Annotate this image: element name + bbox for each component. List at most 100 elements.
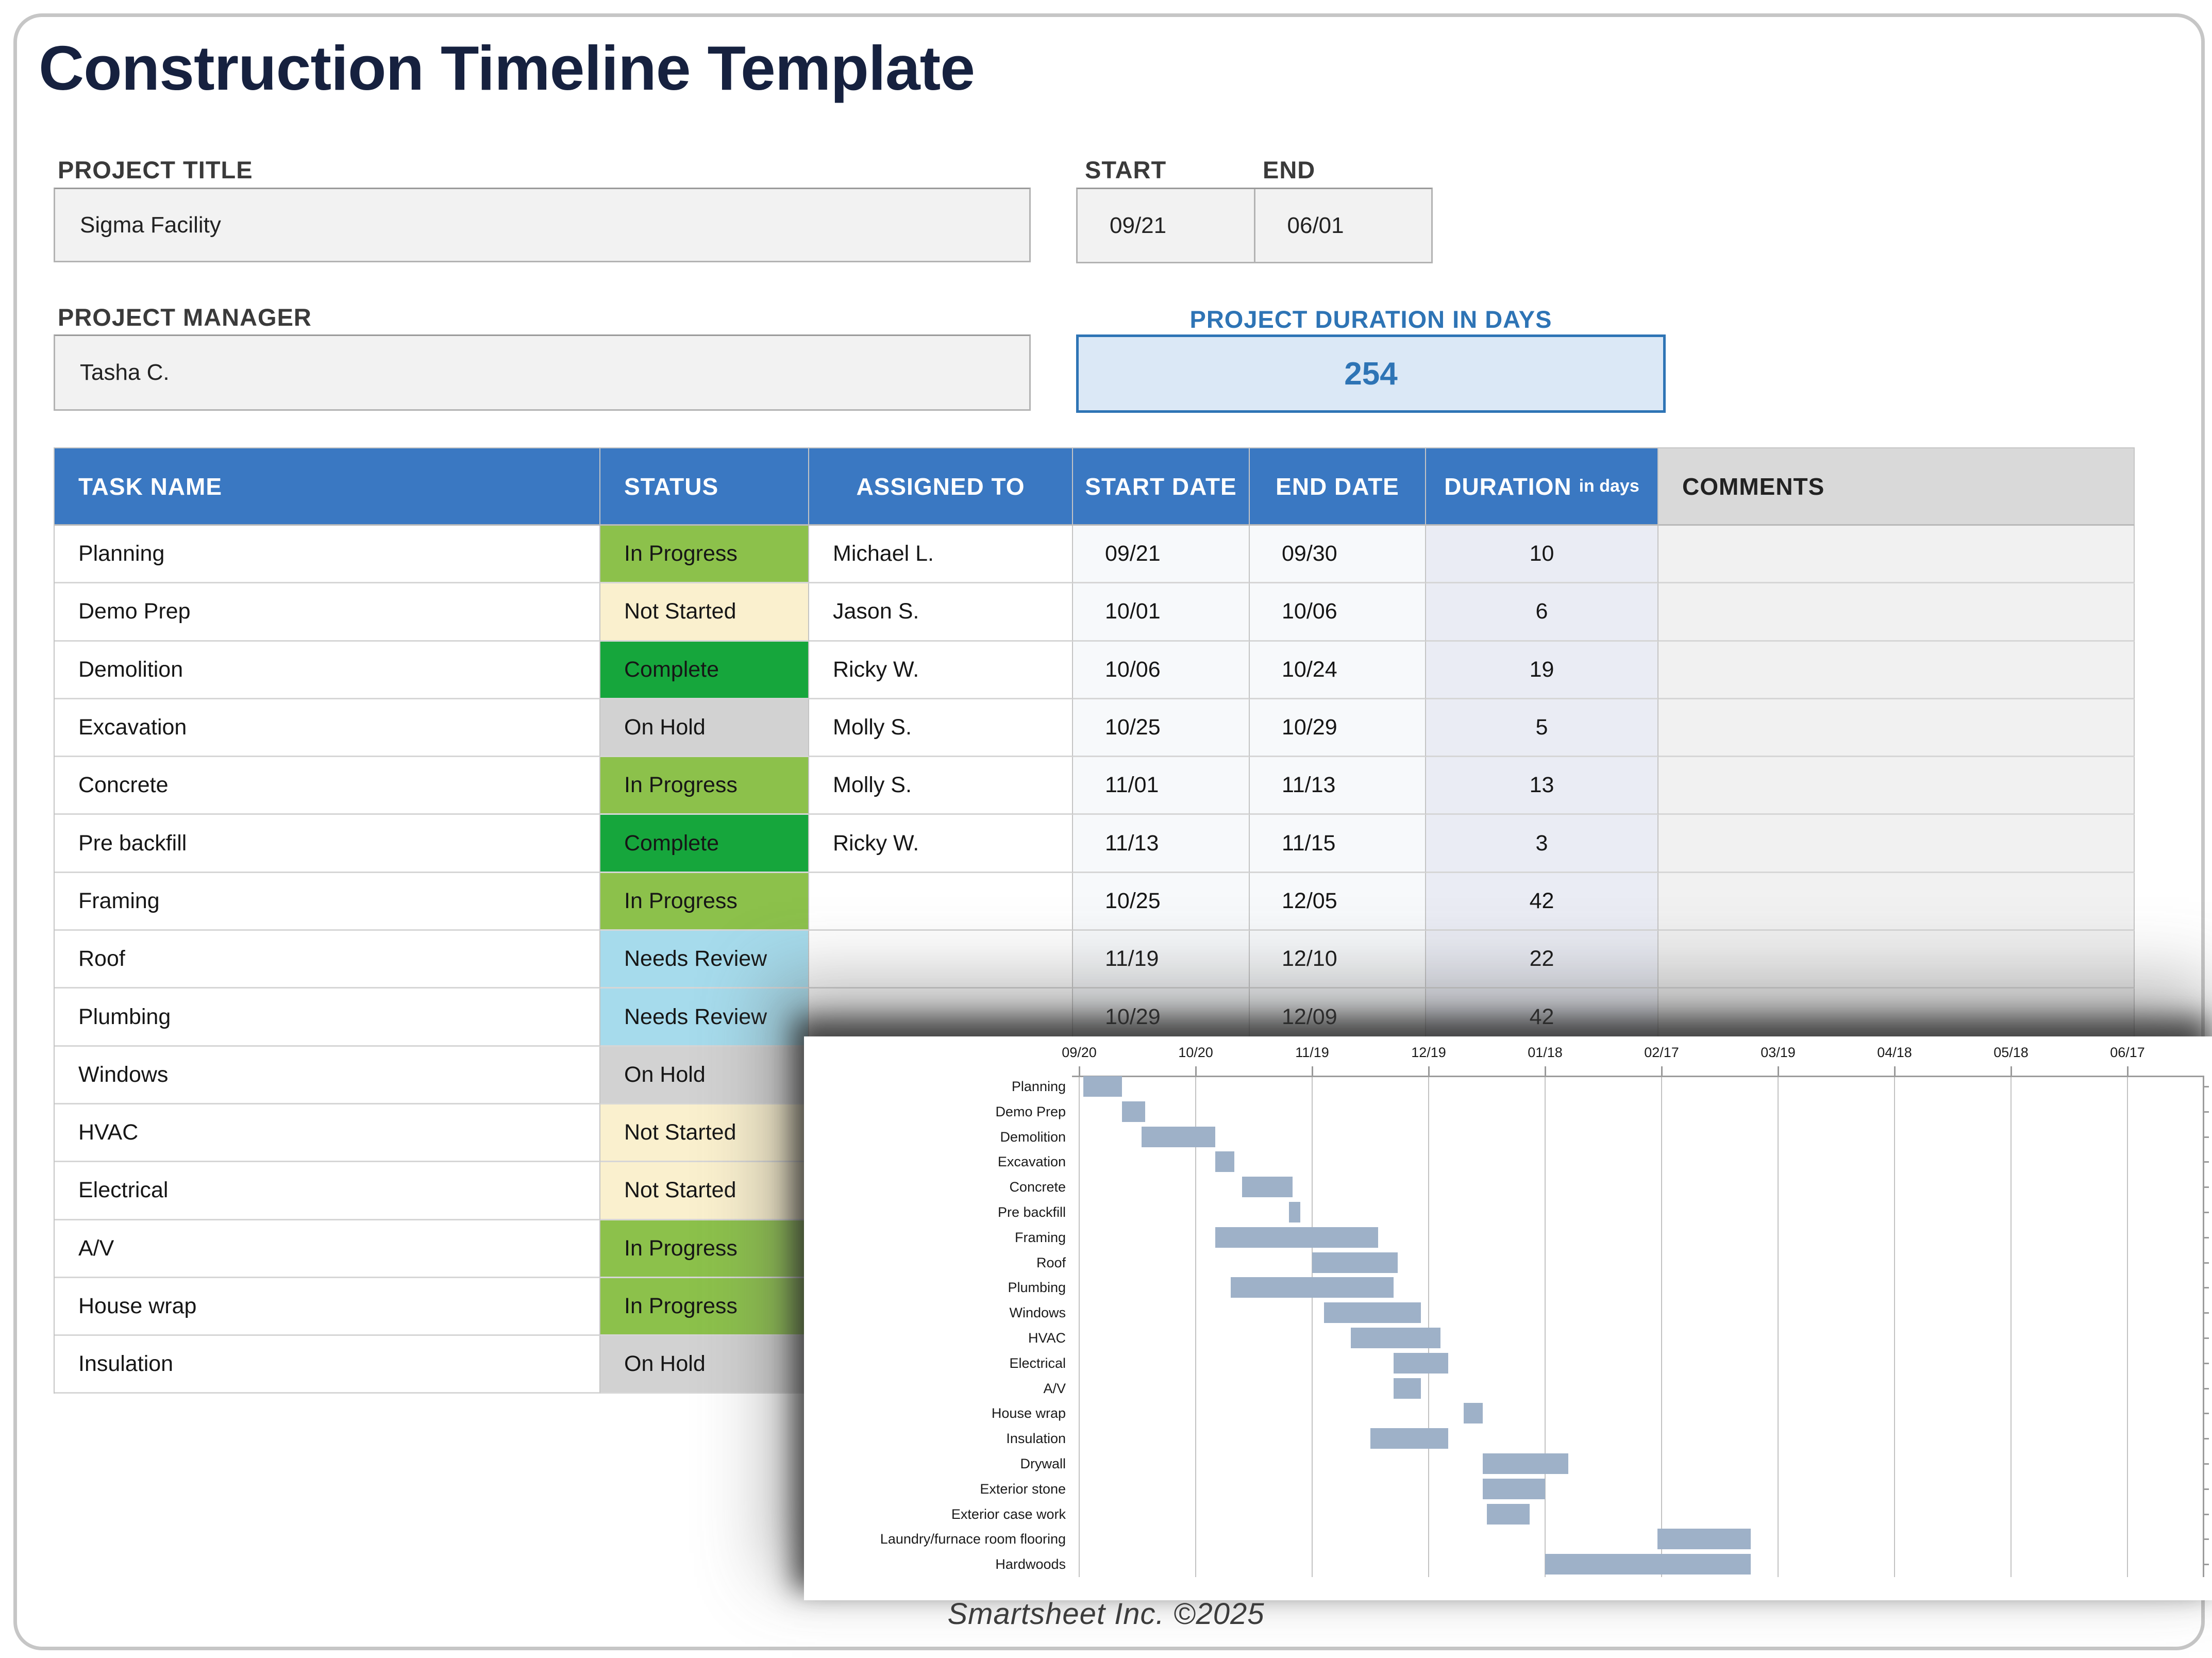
gantt-right-axis-tick [2203, 1236, 2209, 1238]
status-cell[interactable]: In Progress [600, 526, 809, 584]
task-name-cell[interactable]: HVAC [55, 1104, 600, 1163]
gantt-axis-tick-label: 05/18 [1993, 1045, 2029, 1060]
gantt-axis-tick-mark [1778, 1066, 1779, 1076]
duration-cell[interactable]: 6 [1426, 583, 1658, 642]
comments-cell[interactable] [1658, 699, 2135, 758]
duration-cell[interactable]: 13 [1426, 757, 1658, 815]
duration-cell[interactable]: 10 [1426, 526, 1658, 584]
gantt-right-axis-tick [2203, 1362, 2209, 1364]
task-name-cell[interactable]: Pre backfill [55, 815, 600, 873]
gantt-right-axis-tick [2203, 1212, 2209, 1213]
gantt-task-label: HVAC [1028, 1330, 1066, 1346]
task-name-cell[interactable]: Electrical [55, 1162, 600, 1220]
status-cell[interactable]: In Progress [600, 757, 809, 815]
status-cell[interactable]: Not Started [600, 1162, 809, 1220]
assigned-to-cell[interactable] [809, 873, 1073, 931]
status-cell[interactable]: Not Started [600, 1104, 809, 1163]
end-date-cell[interactable]: 11/13 [1250, 757, 1426, 815]
assigned-to-cell[interactable]: Jason S. [809, 583, 1073, 642]
task-name-cell[interactable]: Demolition [55, 641, 600, 699]
gantt-right-axis-tick [2203, 1111, 2209, 1113]
assigned-to-cell[interactable]: Ricky W. [809, 641, 1073, 699]
page-title: Construction Timeline Template [39, 33, 975, 103]
end-date-field[interactable]: 06/01 [1287, 212, 1344, 238]
gantt-bar [1370, 1428, 1448, 1449]
status-cell[interactable]: Needs Review [600, 989, 809, 1047]
end-date-cell[interactable]: 11/15 [1250, 815, 1426, 873]
column-header-status: STATUS [600, 448, 809, 526]
end-label: END [1263, 156, 1316, 183]
project-manager-value: Tasha C. [80, 360, 170, 385]
task-name-cell[interactable]: Insulation [55, 1336, 600, 1394]
duration-cell[interactable]: 22 [1426, 931, 1658, 989]
end-date-cell[interactable]: 10/24 [1250, 641, 1426, 699]
gantt-axis-tick-mark [1195, 1066, 1197, 1076]
gantt-task-label: Windows [1009, 1305, 1066, 1321]
duration-cell[interactable]: 5 [1426, 699, 1658, 758]
footer-credit: Smartsheet Inc. ©2025 [947, 1597, 1265, 1631]
comments-cell[interactable] [1658, 931, 2135, 989]
duration-cell[interactable]: 3 [1426, 815, 1658, 873]
project-manager-field[interactable]: Tasha C. [54, 334, 1031, 411]
status-cell[interactable]: In Progress [600, 873, 809, 931]
assigned-to-cell[interactable]: Molly S. [809, 699, 1073, 758]
gantt-bar [1121, 1101, 1146, 1122]
comments-cell[interactable] [1658, 757, 2135, 815]
status-cell[interactable]: In Progress [600, 1220, 809, 1278]
comments-cell[interactable] [1658, 641, 2135, 699]
gantt-task-label: Concrete [1009, 1179, 1066, 1195]
status-cell[interactable]: Complete [600, 815, 809, 873]
duration-cell[interactable]: 19 [1426, 641, 1658, 699]
task-name-cell[interactable]: Plumbing [55, 989, 600, 1047]
end-date-cell[interactable]: 10/29 [1250, 699, 1426, 758]
task-name-cell[interactable]: House wrap [55, 1278, 600, 1336]
task-name-cell[interactable]: Concrete [55, 757, 600, 815]
task-name-cell[interactable]: Framing [55, 873, 600, 931]
gantt-right-axis-tick [2203, 1463, 2209, 1465]
project-title-field[interactable]: Sigma Facility [54, 188, 1031, 262]
assigned-to-cell[interactable]: Molly S. [809, 757, 1073, 815]
gantt-axis-tick-label: 06/17 [2110, 1045, 2145, 1060]
start-date-cell[interactable]: 10/25 [1073, 699, 1250, 758]
end-date-cell[interactable]: 10/06 [1250, 583, 1426, 642]
gantt-bar [1215, 1227, 1379, 1248]
gantt-gridline [1079, 1077, 1080, 1577]
gantt-gridline [2127, 1077, 2128, 1577]
start-date-cell[interactable]: 10/06 [1073, 641, 1250, 699]
assigned-to-cell[interactable]: Michael L. [809, 526, 1073, 584]
assigned-to-cell[interactable]: Ricky W. [809, 815, 1073, 873]
status-cell[interactable]: Not Started [600, 583, 809, 642]
comments-cell[interactable] [1658, 526, 2135, 584]
comments-cell[interactable] [1658, 815, 2135, 873]
comments-cell[interactable] [1658, 583, 2135, 642]
assigned-to-cell[interactable] [809, 931, 1073, 989]
end-date-cell[interactable]: 12/05 [1250, 873, 1426, 931]
start-date-field[interactable]: 09/21 [1078, 189, 1255, 262]
status-cell[interactable]: In Progress [600, 1278, 809, 1336]
status-cell[interactable]: Complete [600, 641, 809, 699]
start-date-cell[interactable]: 10/25 [1073, 873, 1250, 931]
status-cell[interactable]: On Hold [600, 699, 809, 758]
start-date-cell[interactable]: 11/13 [1073, 815, 1250, 873]
start-date-cell[interactable]: 11/19 [1073, 931, 1250, 989]
task-name-cell[interactable]: Demo Prep [55, 583, 600, 642]
end-date-cell[interactable]: 12/10 [1250, 931, 1426, 989]
task-name-cell[interactable]: Roof [55, 931, 600, 989]
status-cell[interactable]: Needs Review [600, 931, 809, 989]
duration-cell[interactable]: 42 [1426, 873, 1658, 931]
gantt-bar [1323, 1302, 1421, 1324]
task-name-cell[interactable]: Planning [55, 526, 600, 584]
start-date-cell[interactable]: 11/01 [1073, 757, 1250, 815]
status-cell[interactable]: On Hold [600, 1046, 809, 1104]
gantt-bar [1083, 1076, 1122, 1097]
start-date-cell[interactable]: 09/21 [1073, 526, 1250, 584]
task-name-cell[interactable]: A/V [55, 1220, 600, 1278]
comments-cell[interactable] [1658, 873, 2135, 931]
end-date-cell[interactable]: 09/30 [1250, 526, 1426, 584]
task-name-cell[interactable]: Windows [55, 1046, 600, 1104]
task-name-cell[interactable]: Excavation [55, 699, 600, 758]
status-cell[interactable]: On Hold [600, 1336, 809, 1394]
start-date-cell[interactable]: 10/01 [1073, 583, 1250, 642]
gantt-bar [1230, 1277, 1394, 1298]
